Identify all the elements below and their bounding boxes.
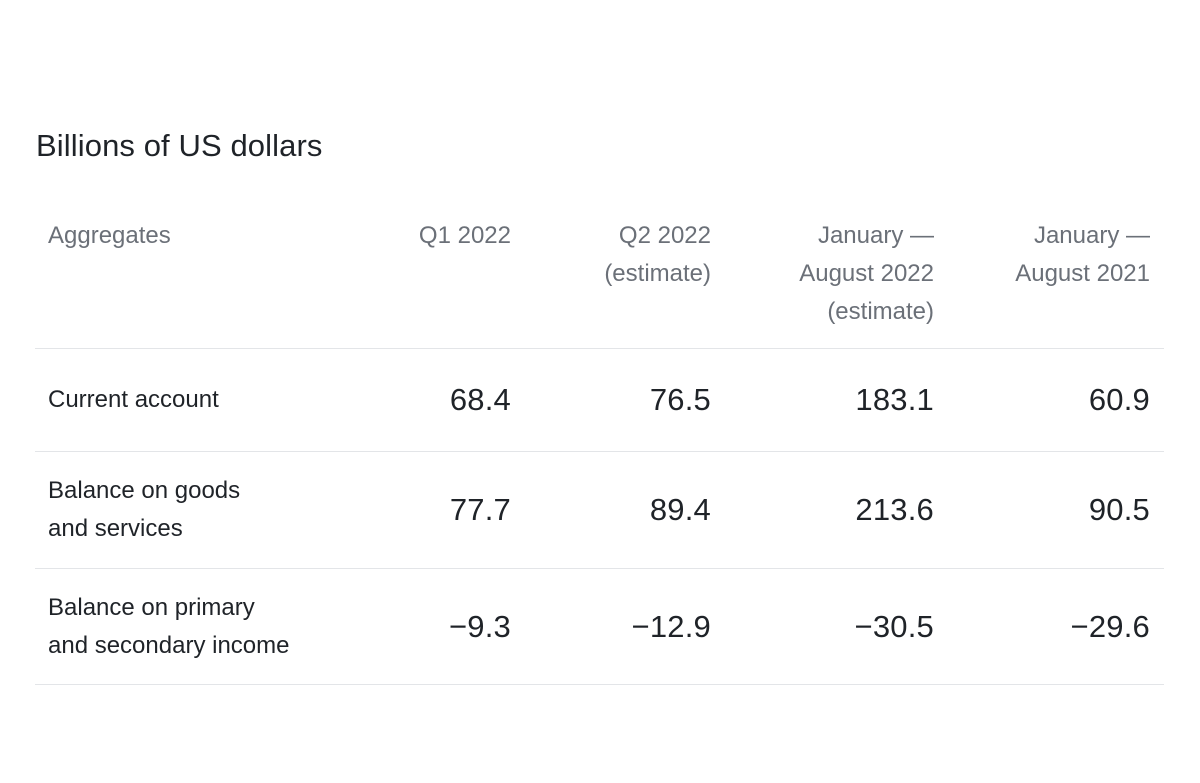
header-q1-2022-text: Q1 2022	[418, 222, 511, 249]
cell-q2-2022: −12.9	[525, 568, 725, 685]
cell-jan-aug-2021: 60.9	[948, 348, 1164, 452]
row-label-current-account: Current account	[35, 348, 340, 452]
header-jan-aug-2021: January — August 2021	[948, 214, 1164, 349]
cell-q1-2022: −9.3	[340, 568, 525, 685]
header-aggregates: Aggregates	[35, 214, 340, 349]
header-q2-2022-line2: (estimate)	[604, 260, 711, 287]
cell-jan-aug-2021: −29.6	[948, 568, 1164, 685]
header-aggregates-text: Aggregates	[48, 222, 171, 249]
header-jan-aug-2022: January — August 2022 (estimate)	[725, 214, 948, 349]
table-header-row: Aggregates Q1 2022 Q2 2022 (estimate) Ja…	[35, 214, 1164, 349]
table-row: Current account 68.4 76.5 183.1 60.9	[35, 348, 1164, 452]
header-jan-aug-2022-line3: (estimate)	[827, 298, 934, 325]
cell-jan-aug-2022: 213.6	[725, 451, 948, 569]
cell-q2-2022: 89.4	[525, 451, 725, 569]
balance-of-payments-table: Aggregates Q1 2022 Q2 2022 (estimate) Ja…	[35, 214, 1164, 685]
cell-jan-aug-2022: −30.5	[725, 568, 948, 685]
table-row: Balance on goods and services 77.7 89.4 …	[35, 451, 1164, 569]
header-q2-2022-line1: Q2 2022	[618, 222, 711, 249]
row-label-goods-services: Balance on goods and services	[35, 451, 340, 569]
row-label-line1: Balance on primary	[48, 593, 255, 621]
row-label-line2: and secondary income	[48, 631, 290, 659]
row-label-line1: Current account	[48, 386, 219, 413]
header-q1-2022: Q1 2022	[340, 214, 525, 349]
row-label-line2: and services	[48, 515, 183, 542]
header-jan-aug-2022-line1: January —	[817, 222, 934, 249]
header-jan-aug-2022-line2: August 2022	[799, 260, 934, 287]
cell-q1-2022: 68.4	[340, 348, 525, 452]
header-jan-aug-2021-line2: August 2021	[1015, 260, 1150, 287]
cell-q1-2022: 77.7	[340, 451, 525, 569]
row-label-primary-secondary-income: Balance on primary and secondary income	[35, 568, 340, 685]
table-caption: Billions of US dollars	[36, 128, 323, 163]
cell-q2-2022: 76.5	[525, 348, 725, 452]
header-jan-aug-2021-line1: January —	[1033, 222, 1150, 249]
row-label-line1: Balance on goods	[48, 477, 241, 504]
header-q2-2022: Q2 2022 (estimate)	[525, 214, 725, 349]
cell-jan-aug-2021: 90.5	[948, 451, 1164, 569]
table-row: Balance on primary and secondary income …	[35, 568, 1164, 685]
cell-jan-aug-2022: 183.1	[725, 348, 948, 452]
